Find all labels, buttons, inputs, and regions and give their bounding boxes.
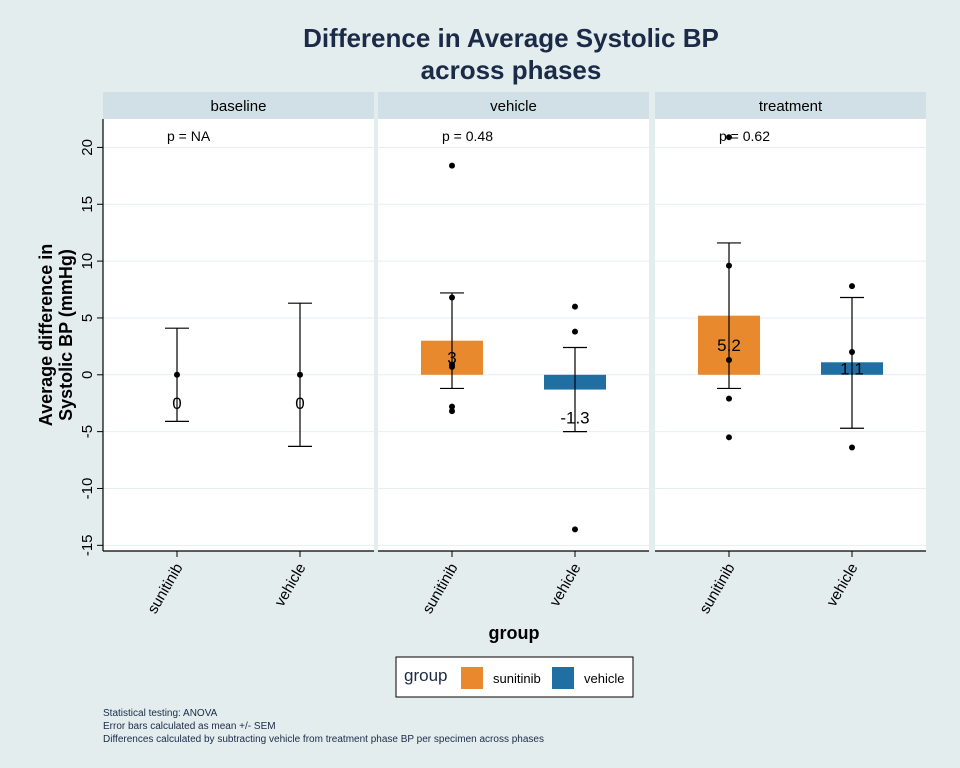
- panel-background: [655, 119, 926, 551]
- facet-panel-vehicle: vehicle p = 0.48 3 sunitinib -1.3 vehicle: [378, 92, 649, 617]
- facet-strip-label: treatment: [759, 98, 823, 115]
- bar-value-label: 5.2: [717, 336, 741, 355]
- data-point: [849, 283, 855, 290]
- facet-strip: [378, 92, 649, 119]
- footnote: Error bars calculated as mean +/- SEM: [103, 721, 276, 732]
- x-tick-label: vehicle: [271, 561, 309, 610]
- legend-label-vehicle: vehicle: [584, 671, 624, 686]
- data-point: [449, 294, 455, 301]
- data-point: [726, 395, 732, 402]
- panel-background: [103, 119, 374, 551]
- p-value-label: p = 0.48: [442, 128, 493, 144]
- p-value-label: p = NA: [167, 128, 211, 144]
- footnote: Differences calculated by subtracting ve…: [103, 734, 544, 745]
- y-tick-label: 15: [79, 196, 96, 213]
- y-tick-label: 20: [79, 139, 96, 156]
- y-tick-label: -10: [79, 478, 96, 500]
- chart-subtitle: across phases: [421, 55, 602, 85]
- data-point: [726, 434, 732, 441]
- y-axis-title-line1: Average difference in: [36, 244, 56, 426]
- facet-strip-label: vehicle: [490, 98, 537, 115]
- bar-value-label: -1.3: [560, 409, 589, 428]
- facet-strip: [103, 92, 374, 119]
- data-point: [297, 371, 303, 378]
- data-point: [849, 349, 855, 356]
- legend-label-sunitinib: sunitinib: [493, 671, 541, 686]
- bar-value-label: 1.1: [840, 360, 864, 379]
- x-tick-label: vehicle: [823, 561, 861, 610]
- y-axis: -15 -10 -5 0 5 10 15 20: [79, 119, 104, 556]
- data-point: [726, 134, 732, 141]
- y-tick-label: 5: [79, 314, 96, 322]
- facet-strip: [655, 92, 926, 119]
- y-tick-label: 0: [79, 371, 96, 379]
- x-axis-title: group: [489, 623, 540, 643]
- bar-value-label: 0: [295, 394, 304, 413]
- y-tick-label: -15: [79, 534, 96, 556]
- facet-panel-treatment: treatment p = 0.62 5.2 sunitinib 1.1 vehicle: [655, 92, 926, 617]
- data-point: [174, 371, 180, 378]
- x-tick-label: sunitinib: [419, 561, 461, 617]
- data-point: [449, 403, 455, 410]
- footnotes: Statistical testing: ANOVA Error bars cal…: [103, 708, 544, 745]
- y-tick-label: 10: [79, 253, 96, 270]
- x-tick-label: vehicle: [546, 561, 584, 610]
- data-point: [572, 328, 578, 335]
- footnote: Statistical testing: ANOVA: [103, 708, 218, 719]
- x-tick-label: sunitinib: [696, 561, 738, 617]
- legend-title: group: [404, 666, 447, 685]
- facet-strip-label: baseline: [211, 98, 267, 115]
- data-point: [726, 357, 732, 364]
- bar-value-label: 0: [172, 394, 181, 413]
- data-point: [572, 303, 578, 310]
- data-point: [849, 444, 855, 451]
- y-axis-title-line2: Systolic BP (mmHg): [56, 249, 76, 421]
- y-tick-label: -5: [79, 425, 96, 438]
- chart-title: Difference in Average Systolic BP: [303, 23, 719, 53]
- data-point: [572, 526, 578, 533]
- bar-value-label: 3: [447, 349, 456, 368]
- x-tick-label: sunitinib: [144, 561, 186, 617]
- legend-swatch-vehicle: [552, 667, 574, 689]
- data-point: [449, 162, 455, 169]
- data-point: [449, 408, 455, 415]
- legend: group sunitinib vehicle: [395, 656, 634, 698]
- legend-box: [395, 656, 634, 698]
- data-point: [449, 363, 455, 370]
- p-value-label: p = 0.62: [719, 128, 770, 144]
- panel-background: [378, 119, 649, 551]
- legend-swatch-sunitinib: [461, 667, 483, 689]
- data-point: [726, 262, 732, 269]
